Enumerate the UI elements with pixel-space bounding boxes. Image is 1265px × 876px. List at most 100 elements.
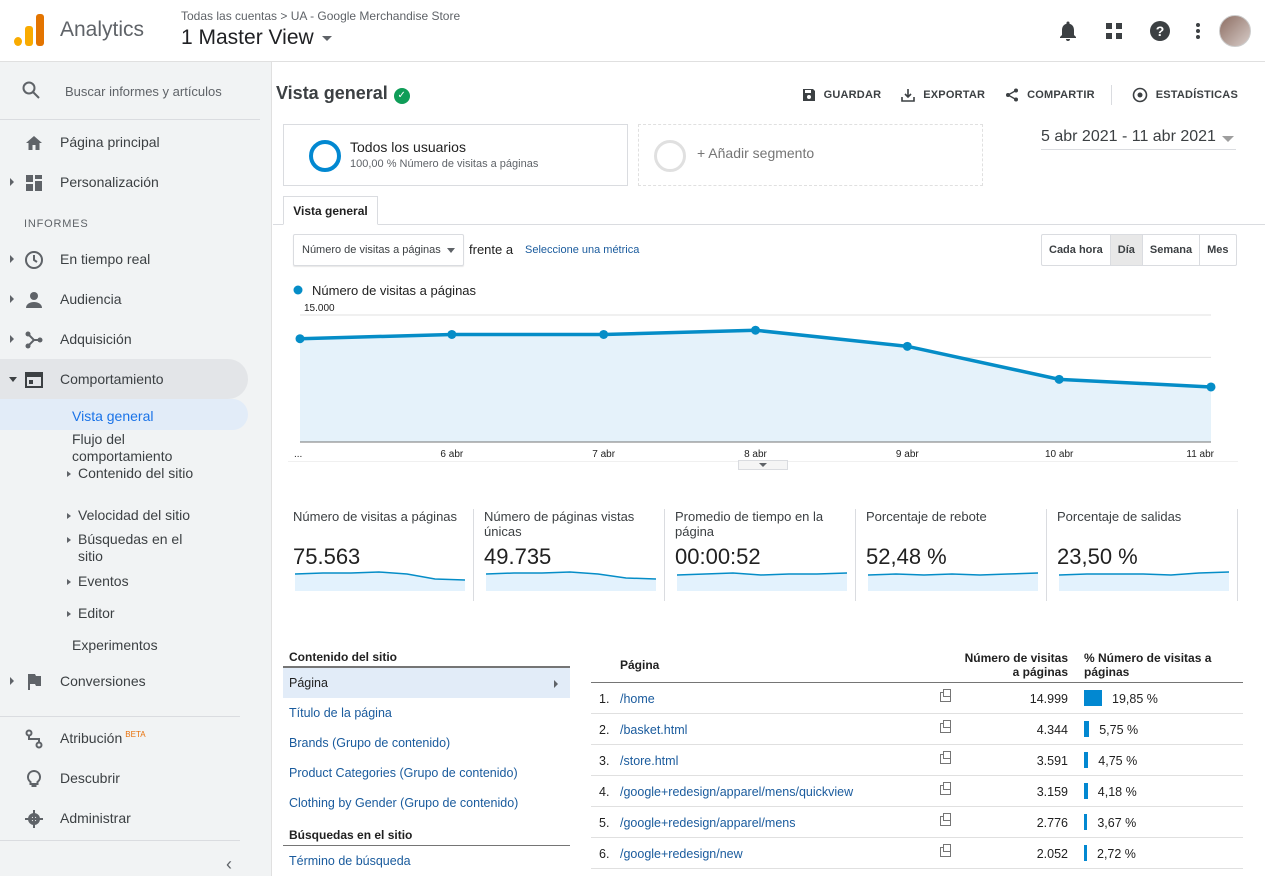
page-title: Vista general ✓ bbox=[276, 83, 410, 104]
sidebar-item-label: Personalización bbox=[60, 174, 159, 190]
sidebar-item-audience[interactable]: Audiencia bbox=[0, 279, 248, 319]
select-metric-link[interactable]: Seleccione una métrica bbox=[525, 244, 640, 256]
clock-icon bbox=[25, 251, 43, 269]
open-external-icon[interactable] bbox=[940, 689, 951, 702]
analytics-logo-icon[interactable] bbox=[14, 14, 44, 46]
share-value: 4,75 % bbox=[1098, 754, 1138, 768]
page-link[interactable]: /store.html bbox=[620, 754, 679, 768]
save-button[interactable]: GUARDAR bbox=[802, 88, 882, 102]
share-value: 5,75 % bbox=[1099, 723, 1139, 737]
sidebar-item-behavior[interactable]: Comportamiento bbox=[0, 359, 248, 399]
sidebar-subitem-site-search[interactable]: Búsquedas en el sitio bbox=[67, 531, 208, 565]
sidebar-subitem-site-content[interactable]: Contenido del sitio bbox=[67, 465, 208, 482]
sidebar-item-acquisition[interactable]: Adquisición bbox=[0, 319, 248, 359]
dimension-item[interactable]: Product Categories (Grupo de contenido) bbox=[289, 766, 518, 780]
column-header-page[interactable]: Página bbox=[620, 658, 660, 672]
segment-all-users[interactable]: Todos los usuarios 100,00 % Número de vi… bbox=[283, 124, 628, 186]
table-row: 4. /google+redesign/apparel/mens/quickvie… bbox=[591, 776, 1243, 807]
page-link[interactable]: /basket.html bbox=[620, 723, 688, 737]
open-external-icon[interactable] bbox=[940, 751, 951, 764]
dimension-item[interactable]: Brands (Grupo de contenido) bbox=[289, 736, 451, 750]
sidebar-subitem-experiments[interactable]: Experimentos bbox=[72, 637, 158, 653]
sidebar-subitem-publisher[interactable]: Editor bbox=[67, 605, 115, 622]
chevron-right-icon bbox=[67, 537, 71, 543]
pageviews-chart: Número de visitas a páginas15.00010.0005… bbox=[288, 283, 1238, 462]
sidebar-item-admin[interactable]: Administrar bbox=[0, 798, 248, 838]
sidebar-subitem-overview[interactable]: Vista general bbox=[0, 399, 248, 430]
export-button[interactable]: EXPORTAR bbox=[901, 88, 985, 102]
page-link[interactable]: /google+redesign/new bbox=[620, 847, 743, 861]
chart-resize-handle[interactable] bbox=[738, 460, 788, 470]
sidebar-subitem-flow[interactable]: Flujo del comportamiento bbox=[72, 431, 173, 464]
granularity-month[interactable]: Mes bbox=[1207, 244, 1229, 256]
share-button[interactable]: COMPARTIR bbox=[1005, 88, 1095, 102]
report-search[interactable]: Buscar informes y artículos bbox=[0, 62, 260, 120]
page-link[interactable]: /google+redesign/apparel/mens/quickview bbox=[620, 785, 854, 799]
avatar[interactable] bbox=[1219, 15, 1251, 47]
chevron-down-icon bbox=[9, 377, 17, 382]
share-bar bbox=[1084, 752, 1089, 768]
kpi-scorecards: Número de visitas a páginas 75.563 Númer… bbox=[283, 509, 1243, 601]
dimension-group-header: Búsquedas en el sitio bbox=[283, 828, 570, 846]
kpi-pageviews[interactable]: Número de visitas a páginas 75.563 bbox=[283, 509, 474, 601]
segment-ring-icon bbox=[309, 140, 341, 172]
apps-grid-icon[interactable] bbox=[1091, 14, 1137, 48]
view-selector[interactable]: 1 Master View bbox=[181, 26, 332, 50]
collapse-sidebar-icon[interactable]: ‹ bbox=[226, 854, 232, 874]
top-bar: Analytics Todas las cuentas > UA - Googl… bbox=[0, 0, 1265, 62]
sidebar-item-conversions[interactable]: Conversiones bbox=[0, 661, 248, 701]
granularity-week[interactable]: Semana bbox=[1143, 235, 1201, 265]
chevron-right-icon bbox=[67, 611, 71, 617]
export-icon bbox=[901, 89, 916, 102]
chevron-right-icon bbox=[10, 335, 14, 343]
kpi-exit-rate[interactable]: Porcentaje de salidas 23,50 % bbox=[1047, 509, 1238, 601]
person-icon bbox=[26, 292, 42, 308]
dimension-list: Contenido del sitio Página Título de la … bbox=[283, 650, 570, 876]
dimension-item[interactable]: Clothing by Gender (Grupo de contenido) bbox=[289, 796, 519, 810]
open-external-icon[interactable] bbox=[940, 844, 951, 857]
tab-overview[interactable]: Vista general bbox=[283, 196, 378, 225]
metric-select[interactable]: Número de visitas a páginas bbox=[293, 234, 464, 266]
verified-check-icon: ✓ bbox=[393, 88, 410, 104]
granularity-day[interactable]: Día bbox=[1110, 235, 1143, 265]
share-value: 3,67 % bbox=[1097, 816, 1137, 830]
kpi-avg-time[interactable]: Promedio de tiempo en la página 00:00:52 bbox=[665, 509, 856, 601]
divider bbox=[1110, 85, 1112, 105]
column-header-pageviews[interactable]: Número de visitas a páginas bbox=[964, 651, 1068, 679]
help-icon[interactable]: ? bbox=[1137, 14, 1183, 48]
dimension-item[interactable]: Página bbox=[283, 668, 570, 698]
legend-label: Número de visitas a páginas bbox=[312, 283, 477, 298]
search-input[interactable]: Buscar informes y artículos bbox=[65, 84, 222, 99]
dimension-item[interactable]: Término de búsqueda bbox=[289, 854, 411, 868]
sidebar-item-label: En tiempo real bbox=[60, 251, 151, 267]
insights-button[interactable]: ESTADÍSTICAS bbox=[1132, 87, 1238, 103]
sidebar-subitem-site-speed[interactable]: Velocidad del sitio bbox=[67, 507, 228, 524]
more-vert-icon[interactable] bbox=[1183, 14, 1213, 48]
page-link[interactable]: /google+redesign/apparel/mens bbox=[620, 816, 796, 830]
notifications-bell-icon[interactable] bbox=[1045, 14, 1091, 48]
sidebar-subitem-events[interactable]: Eventos bbox=[67, 573, 129, 590]
open-external-icon[interactable] bbox=[940, 813, 951, 826]
open-external-icon[interactable] bbox=[940, 720, 951, 733]
x-tick-label: 9 abr bbox=[896, 449, 919, 460]
dimension-item[interactable]: Título de la página bbox=[289, 706, 392, 720]
sidebar-item-label: Atribución BETA bbox=[60, 730, 146, 746]
segment-name: Todos los usuarios bbox=[350, 139, 466, 155]
sidebar-item-discover[interactable]: Descubrir bbox=[0, 758, 248, 798]
kpi-unique-pageviews[interactable]: Número de páginas vistas únicas 49.735 bbox=[474, 509, 665, 601]
app-name: Analytics bbox=[60, 18, 145, 41]
sidebar-item-home[interactable]: Página principal bbox=[0, 122, 248, 162]
sidebar-item-realtime[interactable]: En tiempo real bbox=[0, 239, 248, 279]
granularity-hourly[interactable]: Cada hora bbox=[1042, 235, 1111, 265]
row-index: 4. bbox=[599, 785, 610, 799]
sidebar-item-attribution[interactable]: Atribución BETA bbox=[0, 718, 248, 758]
kpi-bounce-rate[interactable]: Porcentaje de rebote 52,48 % bbox=[856, 509, 1047, 601]
open-external-icon[interactable] bbox=[940, 782, 951, 795]
page-link[interactable]: /home bbox=[620, 692, 655, 706]
date-range-picker[interactable]: 5 abr 2021 - 11 abr 2021 bbox=[1041, 128, 1236, 150]
add-segment-button[interactable]: + Añadir segmento bbox=[638, 124, 983, 186]
kpi-label: Número de visitas a páginas bbox=[293, 509, 458, 524]
account-breadcrumb[interactable]: Todas las cuentas > UA - Google Merchand… bbox=[181, 9, 461, 23]
column-header-share[interactable]: % Número de visitas a páginas bbox=[1084, 651, 1212, 679]
sidebar-item-customization[interactable]: Personalización bbox=[0, 162, 248, 202]
